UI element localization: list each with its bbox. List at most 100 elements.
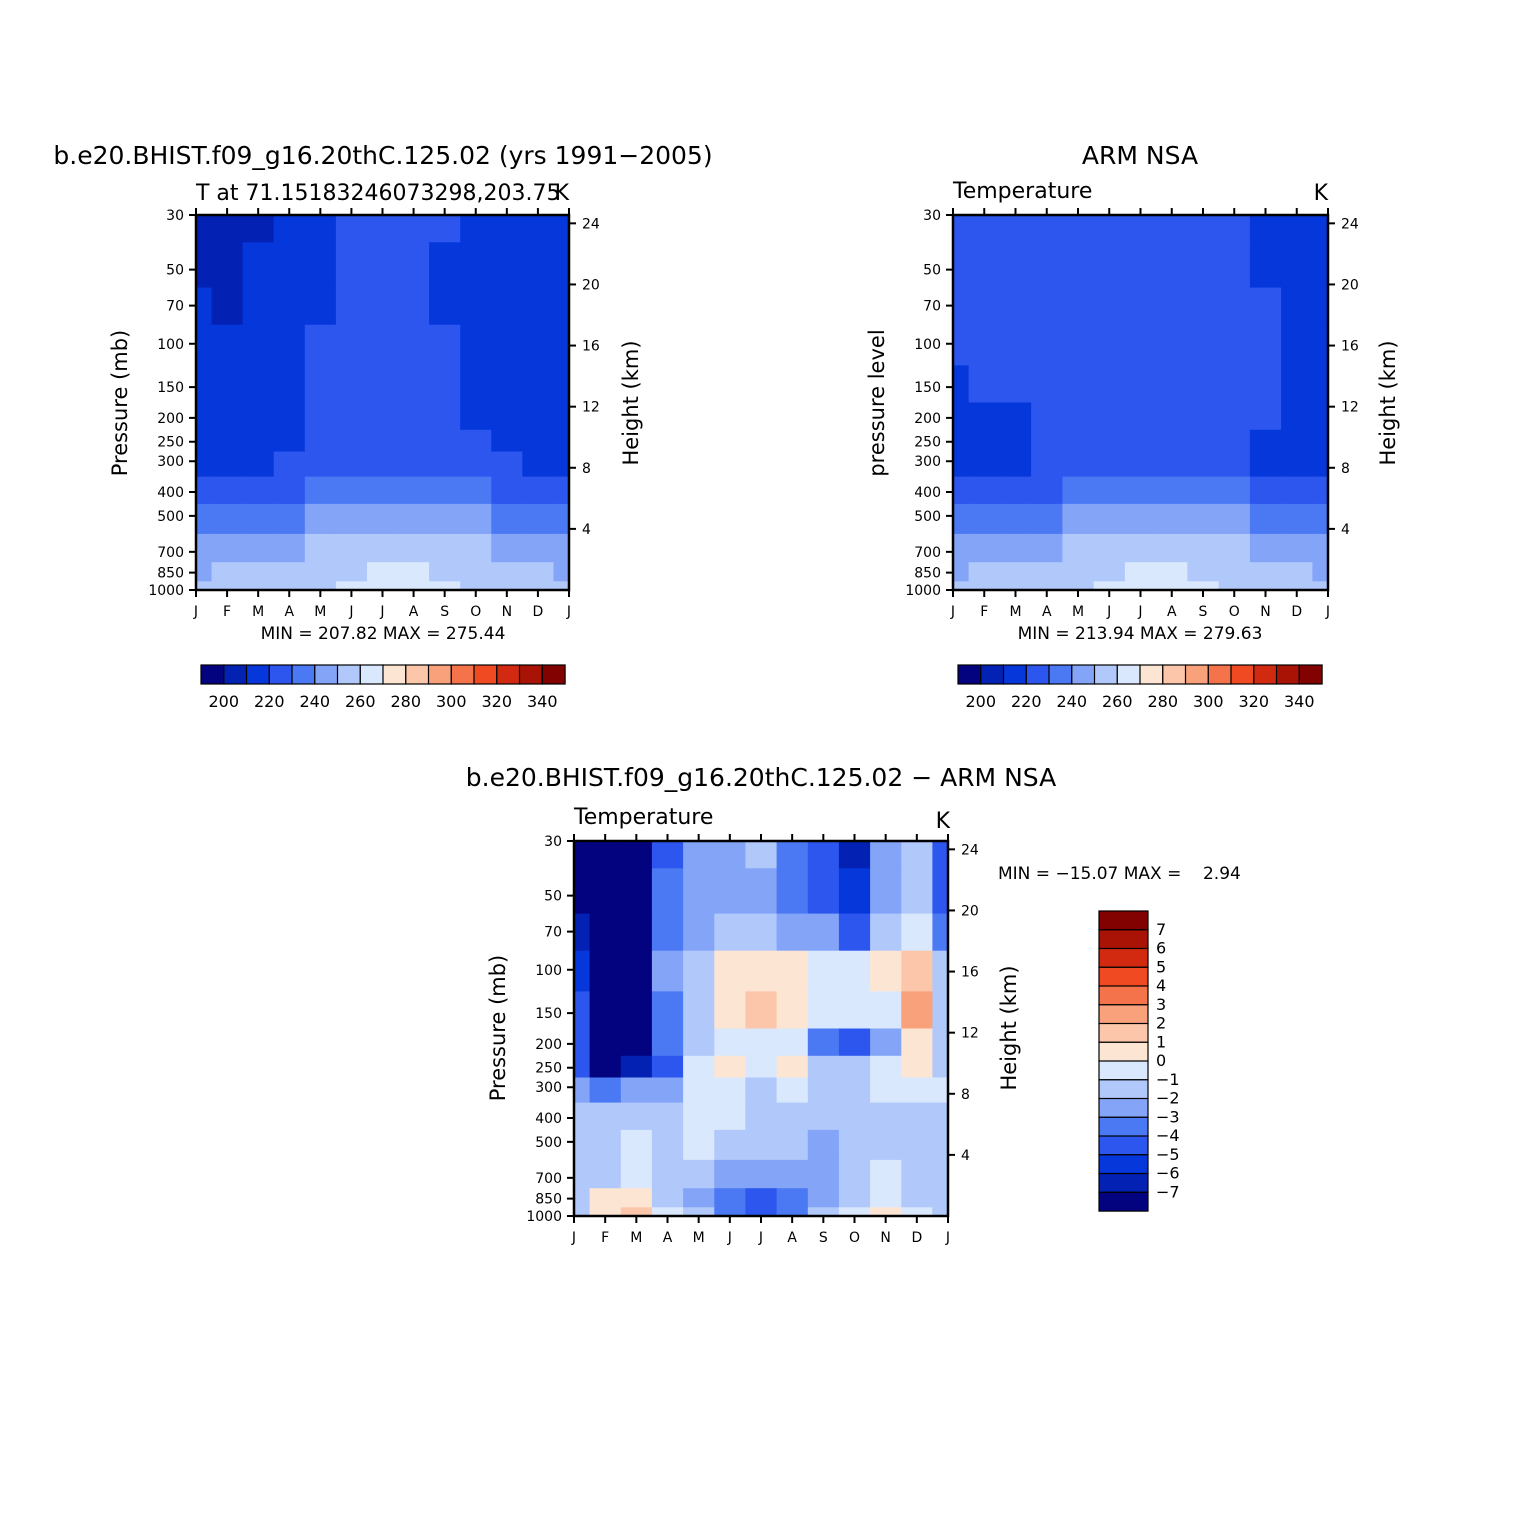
model-cell bbox=[367, 215, 399, 243]
obs-cell bbox=[1156, 562, 1188, 582]
diff-rtick-label: 12 bbox=[961, 1026, 979, 1042]
diff-cell bbox=[651, 841, 684, 869]
obs-ytick-label: 850 bbox=[914, 566, 941, 582]
diff-cell bbox=[932, 1028, 949, 1057]
obs-colorbar-label: 320 bbox=[1238, 692, 1269, 711]
diff-cell bbox=[714, 991, 747, 1030]
diff-cell bbox=[932, 913, 949, 952]
obs-ytick-label: 70 bbox=[923, 299, 941, 315]
obs-xtick-label: N bbox=[1260, 604, 1270, 620]
obs-colorbar-box bbox=[957, 664, 982, 685]
model-title: b.e20.BHIST.f09_g16.20thC.125.02 (yrs 19… bbox=[53, 141, 712, 170]
obs-cell bbox=[1281, 242, 1313, 289]
obs-cell bbox=[1124, 503, 1157, 535]
model-cell bbox=[242, 402, 275, 431]
obs-cell bbox=[953, 533, 970, 563]
obs-cell bbox=[1312, 562, 1329, 582]
obs-cell bbox=[968, 581, 1001, 591]
diff-cell bbox=[574, 1188, 591, 1208]
model-cell bbox=[242, 242, 275, 289]
model-cell bbox=[335, 242, 368, 289]
diff-ytick-label: 850 bbox=[535, 1192, 562, 1208]
diff-xtick-label: J bbox=[571, 1230, 576, 1246]
model-cell bbox=[211, 215, 244, 243]
obs-cell bbox=[1093, 287, 1126, 326]
obs-cell bbox=[1249, 476, 1282, 505]
diff-cell bbox=[620, 1207, 653, 1217]
obs-cell bbox=[968, 215, 1001, 243]
model-cell bbox=[335, 581, 368, 591]
obs-cell bbox=[1062, 503, 1095, 535]
diff-cell bbox=[714, 1188, 747, 1208]
obs-cell bbox=[1249, 451, 1282, 478]
model-cell bbox=[196, 365, 213, 404]
obs-cell bbox=[953, 324, 970, 367]
obs-cell bbox=[1093, 215, 1126, 243]
model-cell bbox=[398, 402, 430, 431]
obs-xtick-label: M bbox=[1072, 604, 1084, 620]
model-cell bbox=[304, 365, 337, 404]
obs-cell bbox=[1156, 402, 1188, 431]
obs-cell bbox=[1093, 476, 1126, 505]
model-cell bbox=[273, 324, 306, 367]
obs-ytick-label: 150 bbox=[914, 380, 941, 396]
obs-cell bbox=[1062, 476, 1095, 505]
obs-cell bbox=[1093, 402, 1126, 431]
diff-colorbar-label: 3 bbox=[1156, 995, 1166, 1014]
diff-cell bbox=[620, 1028, 653, 1057]
obs-cell bbox=[1249, 215, 1282, 243]
diff-cell bbox=[745, 1188, 778, 1208]
diff-colorbar-box bbox=[1098, 1022, 1149, 1043]
obs-xtick-label: J bbox=[1137, 604, 1142, 620]
model-cell bbox=[335, 287, 368, 326]
obs-cell bbox=[1124, 402, 1157, 431]
obs-cell bbox=[1218, 503, 1251, 535]
obs-cell bbox=[1218, 476, 1251, 505]
diff-cell bbox=[838, 841, 871, 869]
diff-cell bbox=[620, 950, 653, 993]
obs-cell bbox=[1093, 365, 1126, 404]
obs-cell bbox=[1062, 215, 1095, 243]
model-subtitle-right: K bbox=[555, 181, 570, 206]
diff-cell bbox=[807, 1188, 840, 1208]
diff-cell bbox=[714, 913, 747, 952]
model-cell bbox=[398, 503, 430, 535]
model-ytick-label: 30 bbox=[166, 208, 184, 224]
diff-cell bbox=[776, 1077, 809, 1104]
model-cell bbox=[196, 476, 213, 505]
obs-cell bbox=[1281, 451, 1313, 478]
model-ytick-label: 500 bbox=[157, 509, 184, 525]
model-cell bbox=[273, 451, 306, 478]
model-rtick-label: 20 bbox=[582, 277, 600, 293]
obs-cell bbox=[1093, 533, 1126, 563]
obs-cell bbox=[1312, 429, 1329, 453]
obs-cell bbox=[1218, 429, 1251, 453]
diff-cell bbox=[714, 1159, 747, 1189]
model-cell bbox=[398, 242, 430, 289]
diff-cell bbox=[838, 1055, 871, 1079]
obs-cell bbox=[1124, 451, 1157, 478]
obs-ytick-label: 700 bbox=[914, 545, 941, 561]
diff-cell bbox=[901, 1188, 934, 1208]
obs-cell bbox=[1281, 287, 1313, 326]
diff-cell bbox=[651, 1207, 684, 1217]
obs-cell bbox=[968, 287, 1001, 326]
obs-cell bbox=[1281, 429, 1313, 453]
model-colorbar-box bbox=[496, 664, 521, 685]
obs-colorbar-label: 220 bbox=[1011, 692, 1042, 711]
model-cell bbox=[211, 451, 244, 478]
model-cell bbox=[335, 429, 368, 453]
obs-cell bbox=[999, 215, 1032, 243]
diff-xtick-label: J bbox=[758, 1230, 763, 1246]
diff-ytick-label: 500 bbox=[535, 1135, 562, 1151]
diff-cell bbox=[776, 1028, 809, 1057]
obs-xtick-label: M bbox=[1009, 604, 1021, 620]
obs-cell bbox=[1281, 503, 1313, 535]
diff-cell bbox=[838, 1028, 871, 1057]
model-cell bbox=[553, 581, 570, 591]
obs-cell bbox=[1312, 503, 1329, 535]
obs-cell bbox=[1249, 242, 1282, 289]
diff-cell bbox=[574, 1159, 591, 1189]
model-cell bbox=[491, 533, 523, 563]
